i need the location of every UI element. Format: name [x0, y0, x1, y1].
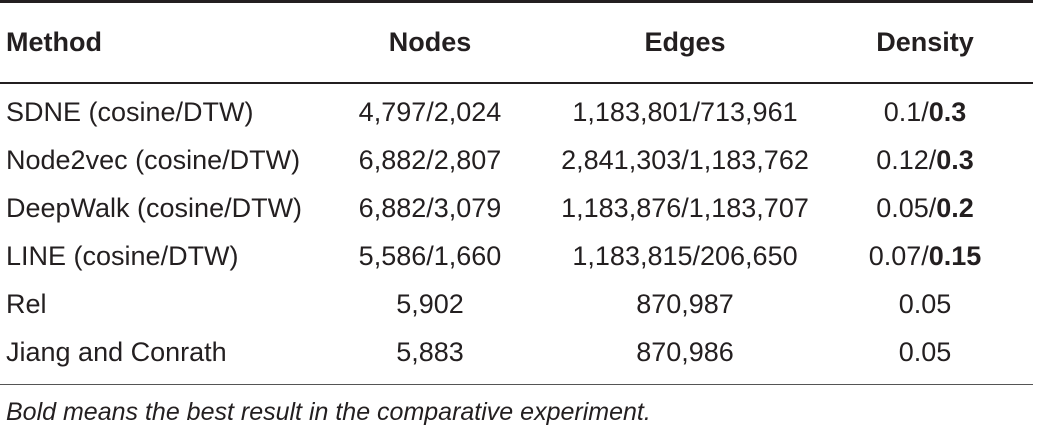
cell-edges: 1,183,815/206,650 [572, 241, 798, 271]
cell-nodes: 5,883 [396, 337, 464, 367]
cell-method: Rel [6, 289, 47, 319]
cell-nodes: 5,586/1,660 [358, 241, 502, 271]
table-row: Jiang and Conrath 5,883 870,986 0.05 [0, 328, 1033, 376]
density-value: 0.1/ [883, 97, 929, 127]
cell-density: 0.12/0.3 [825, 136, 1025, 184]
table-footnote: Bold means the best result in the compar… [6, 398, 651, 426]
cell-nodes: 6,882/2,807 [358, 145, 502, 175]
cell-edges: 870,986 [636, 337, 734, 367]
density-value: 0.05/ [876, 193, 937, 223]
header-method: Method [6, 27, 102, 57]
table-bottom-rule [0, 384, 1033, 385]
cell-nodes: 6,882/3,079 [358, 193, 502, 223]
cell-nodes: 4,797/2,024 [358, 97, 502, 127]
table-row: Node2vec (cosine/DTW) 6,882/2,807 2,841,… [0, 136, 1033, 184]
cell-method: LINE (cosine/DTW) [6, 241, 239, 271]
header-density: Density [876, 27, 974, 57]
cell-density: 0.05 [898, 289, 952, 319]
cell-method: DeepWalk (cosine/DTW) [6, 193, 303, 223]
density-value: 0.12/ [876, 145, 937, 175]
cell-method: SDNE (cosine/DTW) [6, 97, 254, 127]
cell-edges: 2,841,303/1,183,762 [561, 145, 809, 175]
cell-density: 0.1/0.3 [825, 88, 1025, 136]
table-header-rule [0, 82, 1033, 84]
table-row: SDNE (cosine/DTW) 4,797/2,024 1,183,801/… [0, 88, 1033, 136]
cell-density: 0.05/0.2 [825, 184, 1025, 232]
table-top-rule [0, 0, 1033, 3]
density-best-value: 0.15 [928, 241, 982, 271]
table-row: LINE (cosine/DTW) 5,586/1,660 1,183,815/… [0, 232, 1033, 280]
cell-nodes: 5,902 [396, 289, 464, 319]
cell-method: Node2vec (cosine/DTW) [6, 145, 301, 175]
density-best-value: 0.3 [928, 97, 967, 127]
density-value: 0.07/ [868, 241, 929, 271]
table-header-row: Method Nodes Edges Density [0, 18, 1033, 66]
cell-edges: 870,987 [636, 289, 734, 319]
cell-density: 0.07/0.15 [825, 232, 1025, 280]
cell-edges: 1,183,801/713,961 [572, 97, 798, 127]
table-row: DeepWalk (cosine/DTW) 6,882/3,079 1,183,… [0, 184, 1033, 232]
header-edges: Edges [644, 27, 726, 57]
cell-method: Jiang and Conrath [6, 337, 227, 367]
cell-density: 0.05 [898, 337, 952, 367]
header-nodes: Nodes [388, 27, 472, 57]
density-best-value: 0.3 [936, 145, 974, 175]
table-row: Rel 5,902 870,987 0.05 [0, 280, 1033, 328]
cell-edges: 1,183,876/1,183,707 [561, 193, 809, 223]
density-best-value: 0.2 [936, 193, 974, 223]
